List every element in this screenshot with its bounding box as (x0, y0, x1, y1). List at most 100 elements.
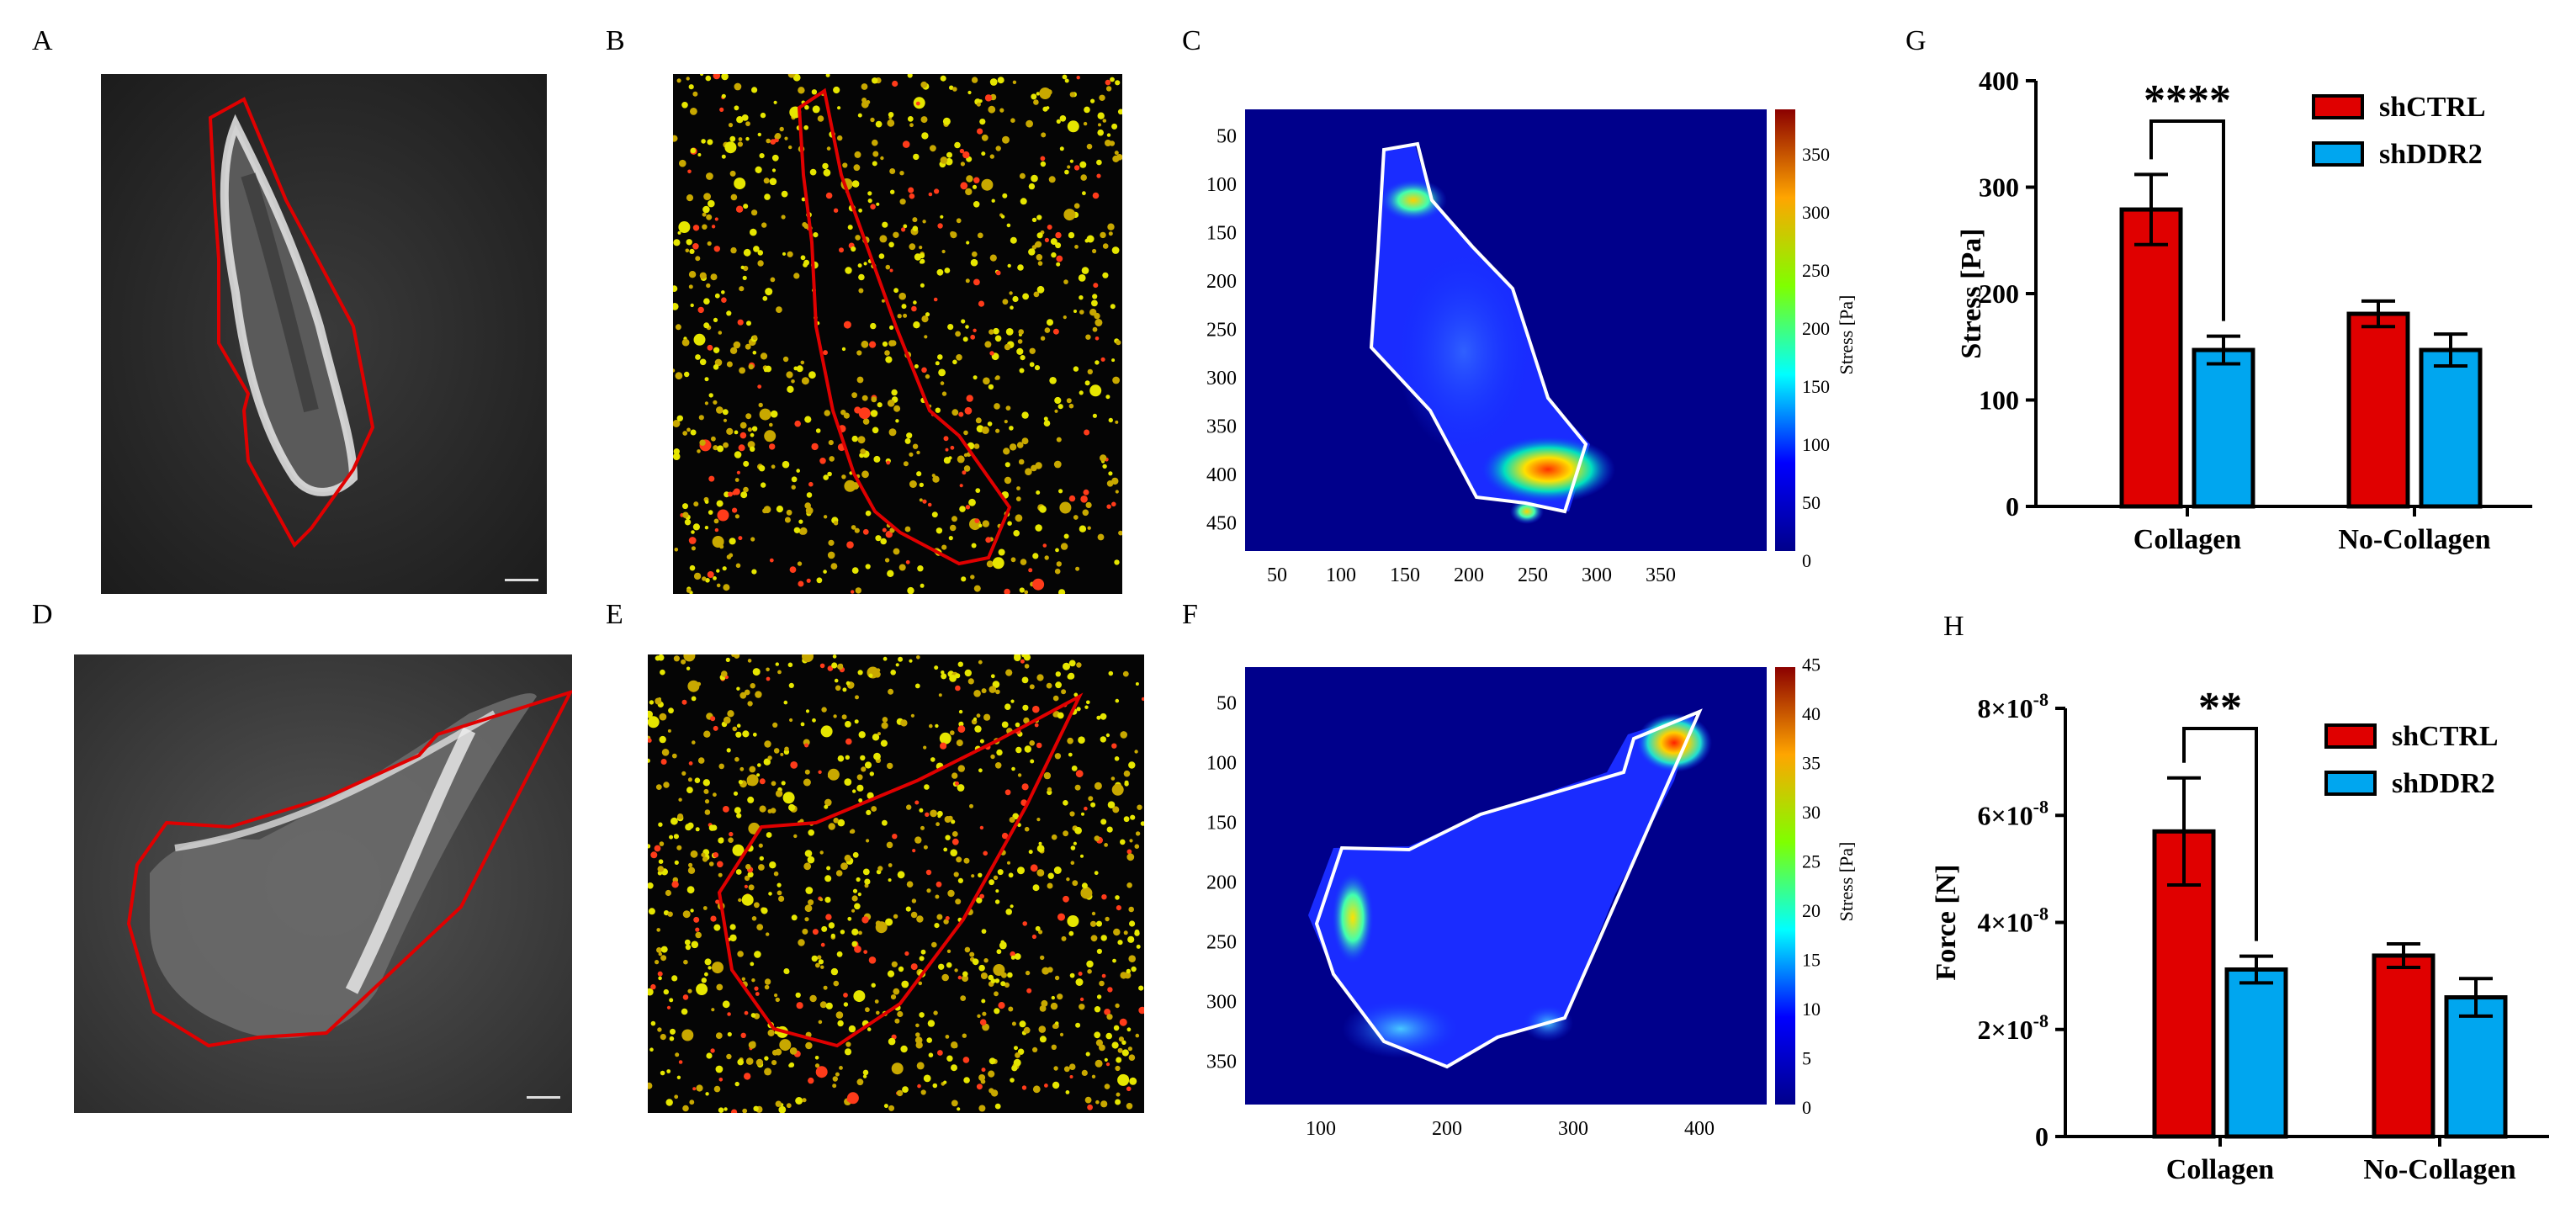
legend-label: shCTRL (2379, 92, 2486, 123)
legend-label: shDDR2 (2379, 139, 2483, 170)
y-tick-label: 100 (1206, 753, 1237, 775)
category-label: Collagen (2166, 1154, 2275, 1185)
y-tick-label: 300 (1979, 172, 2019, 203)
panel-letter-f: F (1182, 599, 1198, 630)
cell-outline-d (126, 690, 572, 1048)
y-tick-label: 150 (1206, 813, 1237, 835)
colorbar-tick-label: 0 (1802, 550, 1811, 571)
cell-outline-a (208, 97, 375, 548)
bead-field (648, 654, 1144, 1113)
colorbar-tick-label: 40 (1802, 703, 1821, 724)
y-tick-label: 450 (1206, 513, 1237, 535)
colorbar-tick-label: 5 (1802, 1048, 1811, 1069)
stress-bar-chart-g: 0 100 200 300 400 Stress [Pa] Collagen No-Colla… (1956, 59, 2549, 597)
phase-image-a (101, 74, 547, 594)
colorbar-tick-label: 15 (1802, 950, 1821, 971)
y-tick-label: 50 (1216, 693, 1237, 715)
force-bar-chart-h: 0 2×10-8 4×10-8 6×10-8 8×10-8 Force [N] Collag… (1931, 639, 2557, 1220)
bar-shDDR2 (2444, 995, 2508, 1139)
y-axis-label: Stress [Pa] (1960, 228, 1987, 358)
phase-image-d (74, 654, 572, 1113)
y-tick-label: 350 (1206, 1052, 1237, 1073)
legend-swatch (2324, 723, 2377, 749)
y-tick-label: 200 (1206, 271, 1237, 293)
scale-bar (505, 579, 538, 581)
legend-swatch (2312, 141, 2364, 167)
colorbar-label: Stress [Pa] (1836, 842, 1857, 922)
stress-heatmap-c: 50 100 150 200 250 300 350 50 100 150 200 250 300 350… (1195, 74, 1868, 612)
bar-shDDR2 (2192, 347, 2255, 509)
x-tick-label: 400 (1684, 1118, 1715, 1140)
panel-letter-h: H (1943, 611, 1964, 642)
y-tick-label: 300 (1206, 992, 1237, 1014)
colorbar-tick-label: 250 (1802, 260, 1830, 281)
colorbar-tick-label: 45 (1802, 654, 1821, 676)
y-tick-label: 350 (1206, 416, 1237, 438)
bead-image-b (673, 74, 1122, 594)
scale-bar (527, 1096, 560, 1099)
y-tick-label: 4×10-8 (1977, 903, 2049, 938)
y-tick-label: 2×10-8 (1977, 1010, 2049, 1045)
significance-bracket (2149, 119, 2225, 321)
y-tick-label: 0 (2035, 1121, 2049, 1152)
colorbar-tick-label: 35 (1802, 753, 1821, 774)
colorbar-tick-label: 30 (1802, 802, 1821, 823)
y-tick-label: 100 (1979, 385, 2019, 416)
panel-letter-d: D (32, 599, 53, 630)
colorbar-tick-label: 10 (1802, 999, 1821, 1020)
colorbar-tick-label: 150 (1802, 376, 1830, 397)
y-axis-label: Force [N] (1935, 864, 1962, 980)
bar-shCTRL (2372, 953, 2436, 1139)
panel-letter-b: B (606, 25, 625, 56)
x-tick-label: 300 (1558, 1118, 1588, 1140)
x-tick-label: 150 (1390, 564, 1420, 586)
bar-shDDR2 (2419, 347, 2483, 509)
cell-outline-b (797, 87, 1012, 566)
y-tick-label: 250 (1206, 932, 1237, 954)
x-tick-label: 250 (1518, 564, 1548, 586)
bead-image-e (648, 654, 1144, 1113)
bead-field (673, 74, 1122, 594)
x-tick-label: 100 (1306, 1118, 1336, 1140)
y-tick-label: 400 (1206, 464, 1237, 486)
cell-outline-e (717, 692, 1084, 1048)
y-tick-label: 400 (1979, 66, 2019, 96)
bar-shCTRL (2346, 311, 2410, 509)
category-label: Collagen (2133, 524, 2242, 555)
colorbar-tick-label: 300 (1802, 202, 1830, 223)
stress-heatmap-f: 100 200 300 400 50 100 150 200 250 300 350 0 5 10 15 20… (1195, 654, 1868, 1159)
x-tick-label: 350 (1646, 564, 1676, 586)
panel-letter-c: C (1182, 25, 1201, 56)
colorbar-tick-label: 350 (1802, 144, 1830, 165)
colorbar-tick-label: 20 (1802, 900, 1821, 921)
colorbar-tick-label: 0 (1802, 1097, 1811, 1118)
legend-label: shDDR2 (2392, 768, 2495, 799)
panel-letter-a: A (32, 25, 53, 56)
x-tick-label: 50 (1267, 564, 1287, 586)
category-label: No-Collagen (2363, 1154, 2515, 1185)
x-tick-label: 300 (1582, 564, 1612, 586)
y-tick-label: 150 (1206, 223, 1237, 245)
colorbar (1775, 667, 1795, 1105)
y-tick-label: 8×10-8 (1977, 689, 2049, 723)
colorbar-tick-label: 100 (1802, 434, 1830, 455)
y-tick-label: 0 (2006, 491, 2019, 522)
y-tick-label: 300 (1206, 368, 1237, 389)
bar-shDDR2 (2224, 967, 2288, 1139)
y-tick-label: 100 (1206, 174, 1237, 196)
legend-swatch (2312, 94, 2364, 119)
colorbar-tick-label: 50 (1802, 492, 1821, 513)
x-tick-label: 100 (1326, 564, 1356, 586)
significance-bracket (2182, 727, 2258, 941)
x-tick-label: 200 (1432, 1118, 1462, 1140)
legend-label: shCTRL (2392, 721, 2499, 752)
colorbar-label: Stress [Pa] (1836, 295, 1857, 375)
significance-stars: **** (2144, 77, 2231, 125)
cell-outline-c (1369, 141, 1588, 514)
bar-shCTRL (2119, 207, 2183, 509)
cell-outline-f (1314, 708, 1703, 1069)
panel-letter-e: E (606, 599, 623, 630)
x-tick-label: 200 (1454, 564, 1484, 586)
significance-stars: ** (2198, 684, 2242, 732)
colorbar-tick-label: 25 (1802, 851, 1821, 872)
